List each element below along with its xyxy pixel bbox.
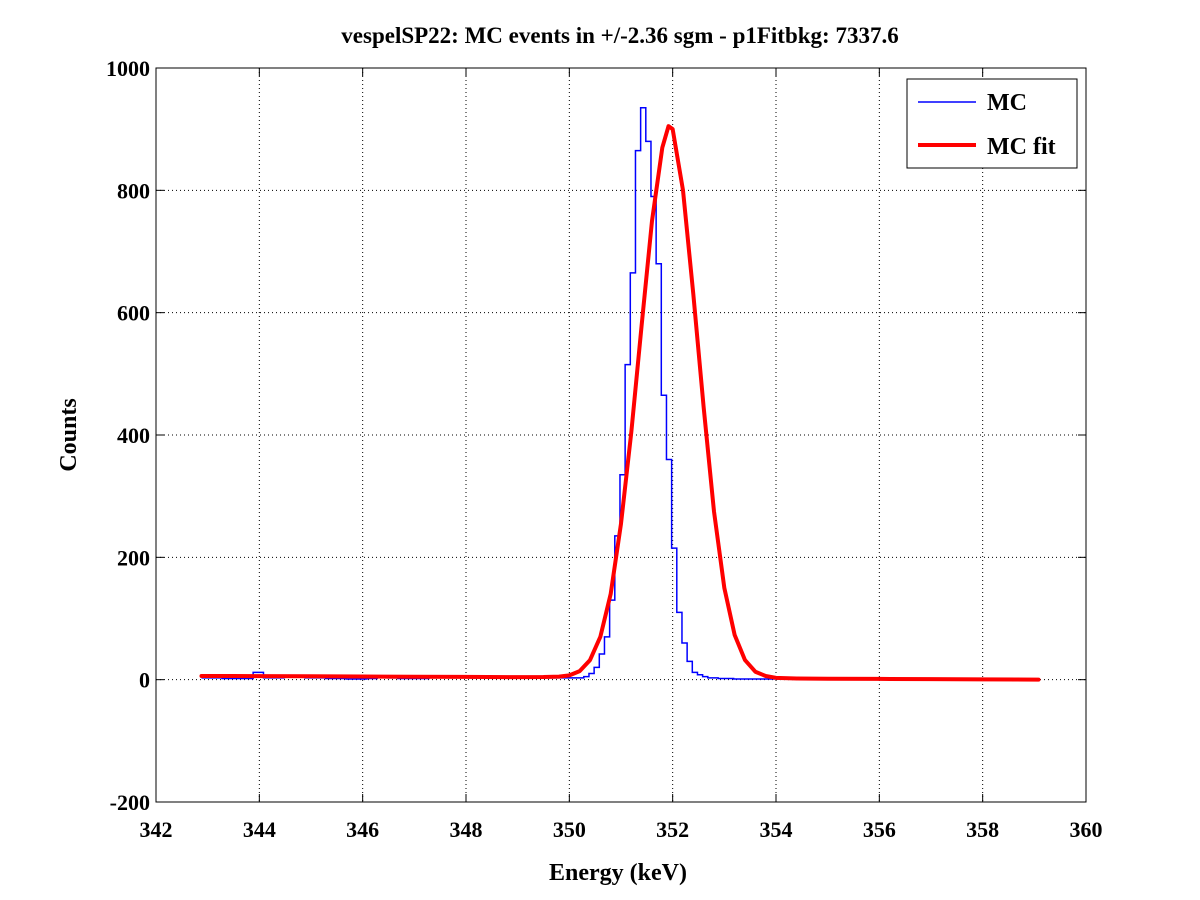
y-tick-label: 200 xyxy=(117,545,150,570)
x-tick-label: 350 xyxy=(553,817,586,842)
x-tick-label: 354 xyxy=(760,817,793,842)
grid-lines xyxy=(156,68,1086,802)
y-tick-label: 600 xyxy=(117,301,150,326)
series-mc-histogram xyxy=(201,107,1039,681)
legend-label-mc: MC xyxy=(987,90,1027,116)
x-tick-label: 360 xyxy=(1070,817,1103,842)
y-tick-label: 1000 xyxy=(106,56,150,81)
y-tick-label: -200 xyxy=(110,790,150,815)
series-group xyxy=(199,107,1041,682)
y-axis-label: Counts xyxy=(56,398,82,471)
x-tick-label: 344 xyxy=(243,817,276,842)
series-mc-fit-line xyxy=(199,124,1041,682)
y-tick-label: 0 xyxy=(139,668,150,693)
y-tick-label: 400 xyxy=(117,423,150,448)
y-tick-label: 800 xyxy=(117,178,150,203)
x-tick-label: 346 xyxy=(346,817,379,842)
legend: MC MC fit xyxy=(906,78,1078,169)
x-tick-label: 358 xyxy=(966,817,999,842)
x-tick-labels: 342 344 346 348 350 352 354 356 358 360 xyxy=(140,817,1103,842)
x-tick-label: 342 xyxy=(140,817,173,842)
x-tick-label: 352 xyxy=(656,817,689,842)
x-tick-label: 356 xyxy=(863,817,896,842)
x-tick-label: 348 xyxy=(450,817,483,842)
axis-ticks xyxy=(155,67,1087,803)
legend-label-mc-fit: MC fit xyxy=(987,134,1056,160)
legend-box xyxy=(906,78,1078,169)
x-axis-label: Energy (keV) xyxy=(549,860,687,886)
chart-title: vespelSP22: MC events in +/-2.36 sgm - p… xyxy=(341,23,898,48)
y-tick-labels: -200 0 200 400 600 800 1000 xyxy=(106,56,150,815)
